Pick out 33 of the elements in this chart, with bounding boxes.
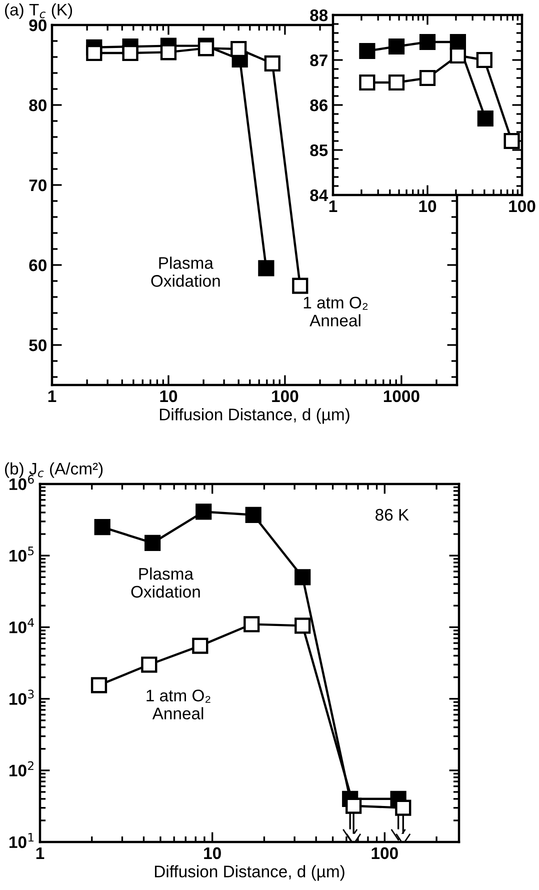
x-tick-label: 100 <box>372 847 398 860</box>
y-tick-label: 84 <box>310 189 328 202</box>
y-tick-label: 10$^{1}$ <box>10 833 34 848</box>
y-tick-label: 60 <box>29 259 46 272</box>
y-tick-label: 70 <box>29 179 46 192</box>
y-tick-label: 50 <box>29 339 46 352</box>
annotation: 86 K <box>376 508 409 521</box>
x-tick-label: 100 <box>272 390 298 402</box>
annotation: Plasma Oxidation <box>131 567 200 598</box>
x-tick-label: 1000 <box>384 390 420 402</box>
annotation: Plasma Oxidation <box>151 256 220 287</box>
y-tick-label: 80 <box>29 99 46 112</box>
x-tick-label: 1 <box>36 847 44 859</box>
y-tick-label: 10$^{4}$ <box>10 618 34 634</box>
y-tick-label: 88 <box>310 9 328 22</box>
y-tick-label: 10$^{5}$ <box>10 546 34 562</box>
annotation: 1 atm O₂ Anneal <box>146 690 210 720</box>
y-tick-label: 10$^{3}$ <box>10 690 34 705</box>
x-tick-label: 1 <box>329 200 338 212</box>
x-tick-label: 10 <box>160 390 178 402</box>
y-tick-label: 85 <box>310 144 328 156</box>
x-tick-label: 10 <box>204 847 221 860</box>
x-tick-label: 100 <box>509 200 536 212</box>
annotation: 1 atm O₂ Anneal <box>304 296 368 326</box>
y-tick-label: 87 <box>310 54 328 66</box>
x-axis-title: Diffusion Distance, d (µm) <box>160 408 350 424</box>
x-axis-title: Diffusion Distance, d (µm) <box>154 865 344 881</box>
y-tick-label: 10$^{2}$ <box>10 761 34 776</box>
y-axis-title: (a) T$_{c}$ (K) <box>5 3 72 19</box>
x-tick-label: 1 <box>48 390 56 402</box>
x-tick-label: 10 <box>419 200 436 212</box>
y-tick-label: 90 <box>29 19 46 32</box>
y-tick-label: 86 <box>310 99 328 112</box>
